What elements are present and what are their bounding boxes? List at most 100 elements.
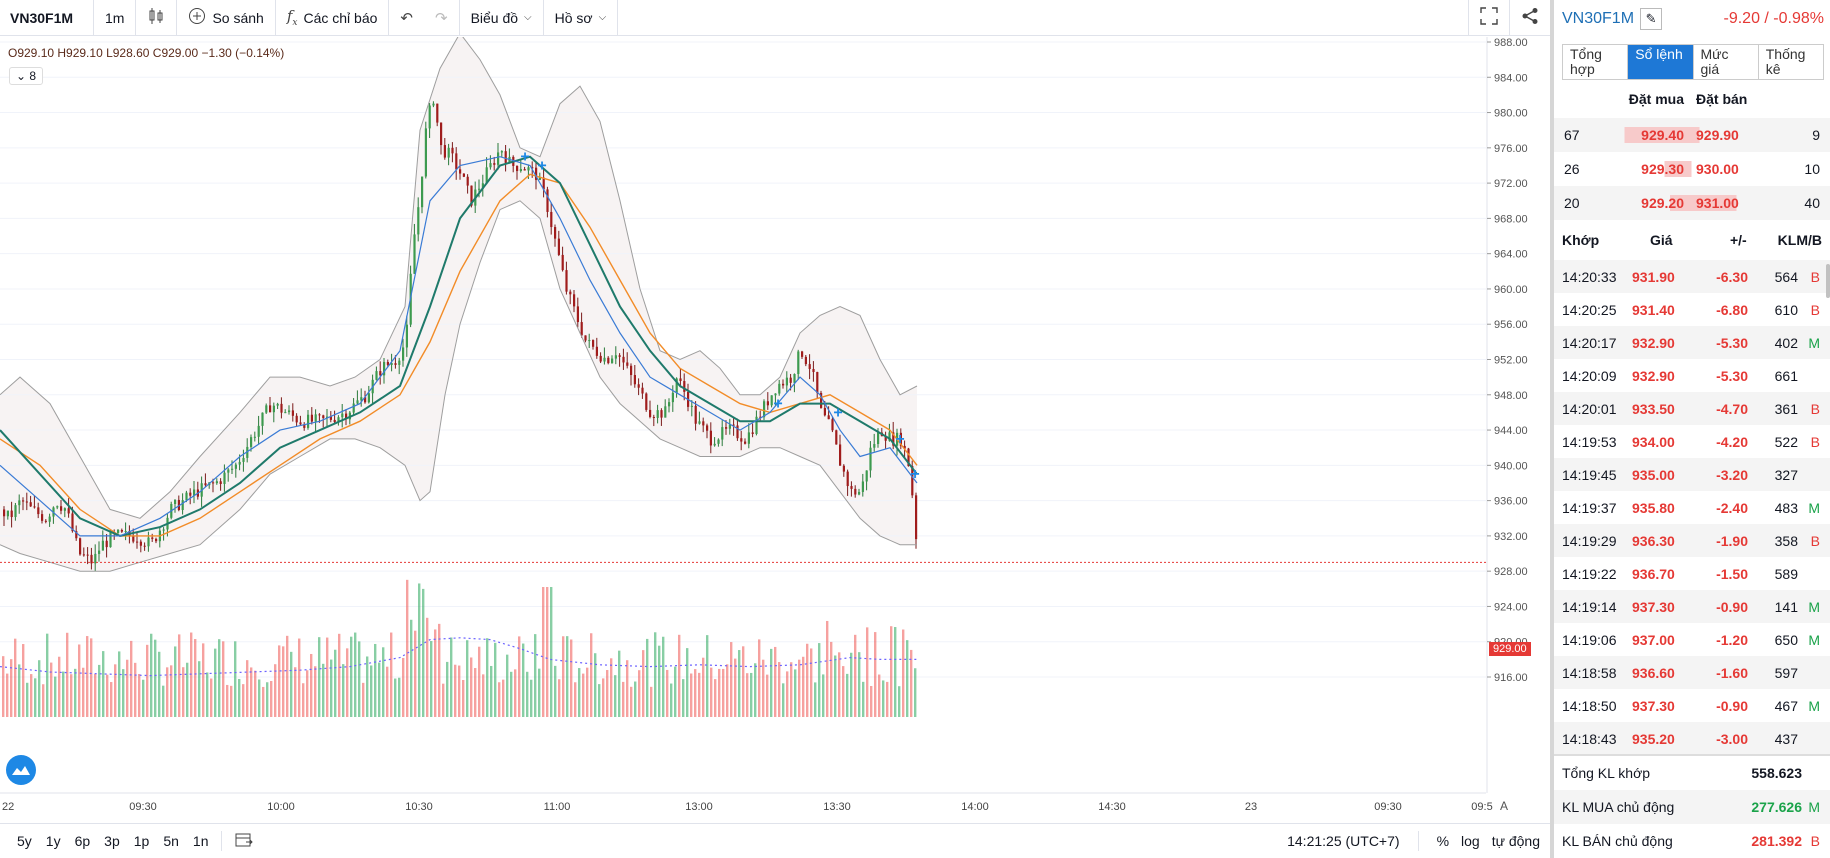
trade-row[interactable]: 14:19:06 937.00 -1.20 650 M bbox=[1554, 623, 1830, 656]
symbol-search-button[interactable]: VN30F1M bbox=[0, 0, 94, 35]
trade-row[interactable]: 14:19:53 934.00 -4.20 522 B bbox=[1554, 425, 1830, 458]
candle-body bbox=[367, 393, 370, 403]
trade-row[interactable]: 14:20:01 933.50 -4.70 361 B bbox=[1554, 392, 1830, 425]
volume-bar bbox=[658, 645, 661, 717]
volume-bar bbox=[670, 683, 673, 717]
scrollbar[interactable] bbox=[1826, 264, 1830, 298]
tab-price-levels[interactable]: Mức giá bbox=[1694, 45, 1759, 79]
trade-row[interactable]: 14:19:14 937.30 -0.90 141 M bbox=[1554, 590, 1830, 623]
trade-time: 14:19:14 bbox=[1562, 598, 1617, 615]
profile-dropdown[interactable]: Hồ sơ ⌵ bbox=[544, 0, 619, 35]
volume-bar bbox=[290, 651, 293, 717]
chart-type-label: Biểu đồ bbox=[470, 9, 519, 26]
candle-body bbox=[37, 507, 40, 515]
indicators-button[interactable]: fx Các chỉ báo bbox=[276, 0, 390, 35]
orderbook-row[interactable]: 67 929.40 929.90 9 bbox=[1554, 118, 1830, 152]
orderbook-row[interactable]: 26 929.30 930.00 10 bbox=[1554, 152, 1830, 186]
volume-bar bbox=[554, 665, 557, 717]
price-chart[interactable]: + + + + + + 988.00 984.00 980.00 976.00 972.00 968… bbox=[0, 37, 1550, 813]
ohlc-legend: O929.10 H929.10 L928.60 C929.00 −1.30 (−… bbox=[8, 46, 285, 60]
redo-button[interactable]: ↷ bbox=[424, 0, 460, 35]
watermark-logo-button[interactable] bbox=[6, 755, 36, 785]
range-button[interactable]: 3p bbox=[104, 833, 120, 849]
range-button[interactable]: 6p bbox=[74, 833, 91, 849]
volume-bar bbox=[506, 654, 509, 717]
percent-scale-toggle[interactable]: % bbox=[1436, 833, 1450, 849]
trade-row[interactable]: 14:19:22 936.70 -1.50 589 bbox=[1554, 557, 1830, 590]
trade-row[interactable]: 14:20:33 931.90 -6.30 564 B bbox=[1554, 260, 1830, 293]
trade-row[interactable]: 14:18:43 935.20 -3.00 437 bbox=[1554, 722, 1830, 754]
volume-bar bbox=[698, 672, 701, 717]
undo-button[interactable]: ↶ bbox=[389, 0, 424, 35]
panel-splitter[interactable] bbox=[1550, 0, 1554, 858]
volume-bar bbox=[654, 632, 657, 717]
volume-bar bbox=[490, 665, 493, 717]
bid-volume: 20 bbox=[1564, 195, 1580, 211]
trade-change: -1.60 bbox=[1716, 664, 1748, 681]
trade-row[interactable]: 14:19:45 935.00 -3.20 327 bbox=[1554, 458, 1830, 491]
tab-statistics[interactable]: Thống kê bbox=[1765, 46, 1806, 77]
candle-body bbox=[820, 392, 823, 408]
panel-symbol[interactable]: VN30F1M bbox=[1562, 10, 1635, 27]
candle-body bbox=[402, 347, 405, 361]
y-tick-label: 964.00 bbox=[1494, 249, 1528, 261]
range-button[interactable]: 1y bbox=[45, 833, 61, 849]
volume-bar bbox=[34, 678, 37, 717]
auto-scale-button[interactable]: A bbox=[1500, 799, 1509, 813]
chart-type-dropdown[interactable]: Biểu đồ ⌵ bbox=[460, 0, 544, 35]
log-scale-toggle[interactable]: log bbox=[1461, 833, 1480, 849]
range-button[interactable]: 1n bbox=[192, 833, 209, 849]
trade-volume: 437 bbox=[1774, 730, 1798, 747]
trade-time: 14:20:33 bbox=[1562, 268, 1617, 285]
bid-price: 929.30 bbox=[1610, 161, 1690, 177]
volume-bar bbox=[38, 660, 41, 717]
candle-body bbox=[831, 419, 834, 431]
ask-price: 929.90 bbox=[1690, 127, 1770, 143]
volume-bar bbox=[590, 633, 593, 717]
chart-svg[interactable]: + + + + + + 988.00 984.00 980.00 976.00 972.00 968… bbox=[0, 37, 1550, 823]
trade-row[interactable]: 14:18:58 936.60 -1.60 597 bbox=[1554, 656, 1830, 689]
goto-date-button[interactable] bbox=[228, 832, 260, 851]
col-change: +/- bbox=[1729, 232, 1747, 248]
volume-bar bbox=[810, 648, 813, 717]
volume-bar bbox=[646, 638, 649, 717]
trade-row[interactable]: 14:20:09 932.90 -5.30 661 bbox=[1554, 359, 1830, 392]
compare-button[interactable]: So sánh bbox=[177, 0, 276, 35]
candle-body bbox=[459, 169, 462, 174]
orderbook-row[interactable]: 20 929.20 931.00 40 bbox=[1554, 186, 1830, 220]
trades-list[interactable]: 14:20:33 931.90 -6.30 564 B 14:20:25 931.40 -6.… bbox=[1554, 260, 1830, 754]
volume-bar bbox=[674, 666, 677, 717]
indicators-collapse-button[interactable]: ⌄ 8 bbox=[9, 67, 44, 85]
candle-body bbox=[690, 405, 693, 407]
fullscreen-button[interactable] bbox=[1468, 0, 1510, 35]
trade-volume: 564 bbox=[1774, 268, 1798, 285]
auto-scale-toggle[interactable]: tự động bbox=[1491, 833, 1540, 849]
range-button[interactable]: 5n bbox=[163, 833, 179, 849]
candle-body bbox=[804, 356, 807, 365]
range-button[interactable]: 1p bbox=[133, 833, 150, 849]
trade-side: B bbox=[1810, 268, 1820, 285]
trade-row[interactable]: 14:20:17 932.90 -5.30 402 M bbox=[1554, 326, 1830, 359]
tab-orderbook[interactable]: Sổ lệnh bbox=[1628, 45, 1694, 79]
tab-summary[interactable]: Tổng hợp bbox=[1563, 45, 1629, 79]
candle-body bbox=[322, 415, 325, 419]
share-button[interactable] bbox=[1510, 0, 1550, 35]
interval-button[interactable]: 1m bbox=[94, 0, 137, 35]
trade-row[interactable]: 14:19:37 935.80 -2.40 483 M bbox=[1554, 491, 1830, 524]
date-range-group: 5y 1y 6p 3p 1p 5n 1n bbox=[0, 833, 215, 849]
trade-row[interactable]: 14:19:29 936.30 -1.90 358 B bbox=[1554, 524, 1830, 557]
edit-symbol-button[interactable]: ✎ bbox=[1640, 8, 1663, 30]
candle-body bbox=[554, 227, 557, 239]
volume-bar bbox=[270, 681, 273, 717]
volume-bar bbox=[318, 637, 321, 717]
chart-style-button[interactable] bbox=[136, 0, 178, 35]
volume-bar bbox=[10, 659, 13, 717]
volume-bar bbox=[386, 666, 389, 717]
trade-change: -3.20 bbox=[1716, 466, 1748, 483]
trade-change: -5.30 bbox=[1716, 367, 1748, 384]
summary-label: Tổng KL khớp bbox=[1562, 765, 1651, 781]
volume-bar bbox=[690, 673, 693, 717]
range-button[interactable]: 5y bbox=[17, 833, 32, 849]
trade-row[interactable]: 14:18:50 937.30 -0.90 467 M bbox=[1554, 689, 1830, 722]
trade-row[interactable]: 14:20:25 931.40 -6.80 610 B bbox=[1554, 293, 1830, 326]
